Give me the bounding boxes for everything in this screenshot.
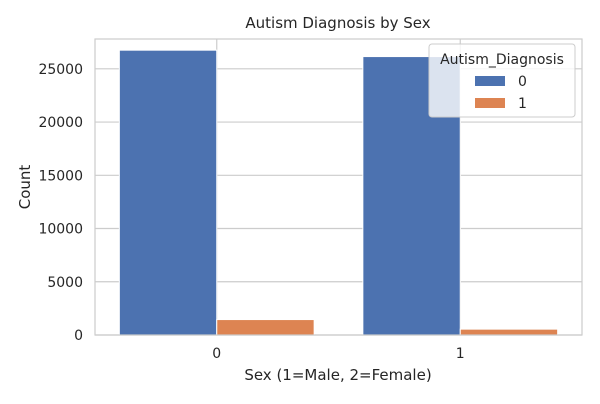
y-tick-label: 10000 <box>38 222 83 238</box>
legend-swatch-series-1 <box>475 98 505 108</box>
y-tick-label: 15000 <box>38 168 83 184</box>
legend-label-series-0: 0 <box>518 74 527 90</box>
y-tick-label: 20000 <box>38 115 83 131</box>
chart-title: Autism Diagnosis by Sex <box>245 14 430 32</box>
legend-label-series-1: 1 <box>518 96 527 112</box>
bars <box>118 49 559 336</box>
y-tick-label: 5000 <box>47 275 83 291</box>
x-tick-label: 0 <box>212 346 221 362</box>
tick-labels: 0 5000 10000 15000 20000 25000 0 1 <box>38 62 464 362</box>
y-tick-label: 0 <box>74 328 83 344</box>
bar-series-1-category-0 <box>216 319 315 336</box>
bar-series-1-category-1 <box>459 328 559 336</box>
bar-series-0-category-0 <box>118 49 218 336</box>
plot-frame <box>94 38 583 336</box>
x-tick-label: 1 <box>456 346 465 362</box>
y-axis-label: Count <box>16 165 34 210</box>
y-tick-label: 25000 <box>38 62 83 78</box>
x-axis-label: Sex (1=Male, 2=Female) <box>244 366 431 384</box>
legend-title: Autism_Diagnosis <box>440 52 564 68</box>
legend: Autism_Diagnosis 0 1 <box>428 43 576 118</box>
legend-swatch-series-0 <box>475 76 505 86</box>
